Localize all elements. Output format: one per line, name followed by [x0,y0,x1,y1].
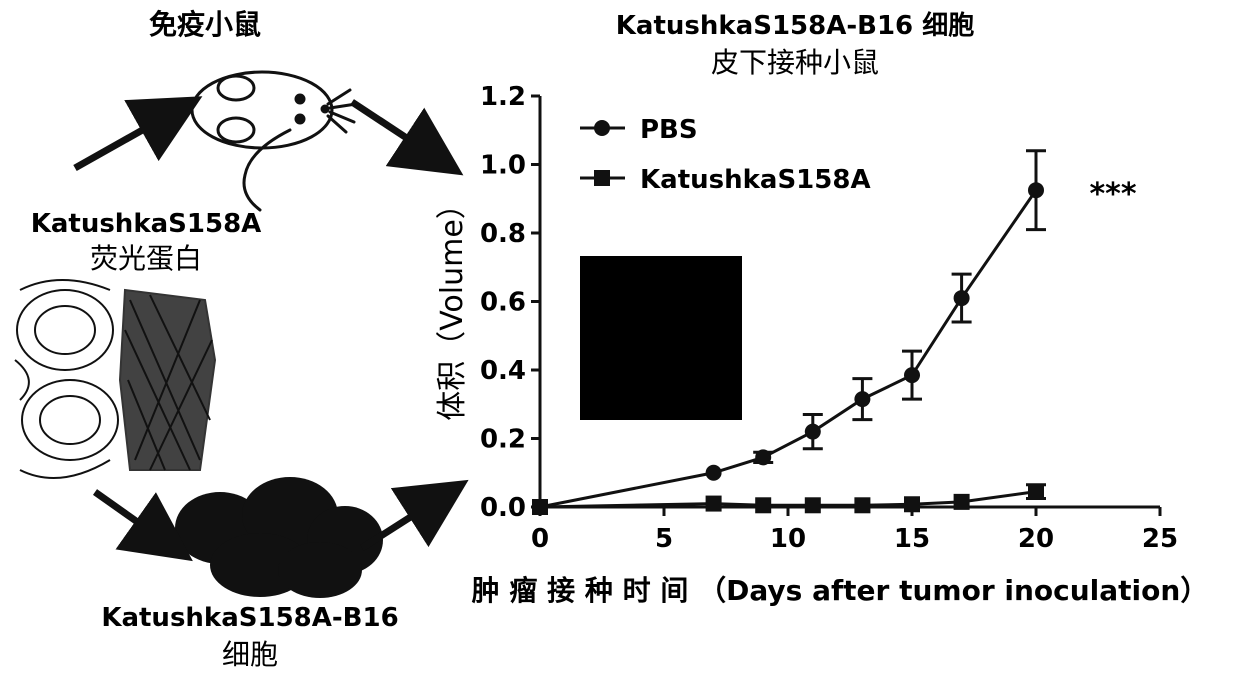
data-point-katushkas158a [954,494,970,510]
chart-title-line1: KatushkaS158A-B16 细胞 [616,10,974,41]
cell-cluster-icon [175,477,383,598]
data-point-katushkas158a [706,496,722,512]
arrow-protein-to-mouse [75,110,178,168]
data-point-pbs [854,391,870,407]
chart-title-line2: 皮下接种小鼠 [711,46,879,79]
chart: KatushkaS158A-B16 细胞 皮下接种小鼠 0.0 0.2 0.4 0.6… [435,10,1208,607]
data-point-pbs [755,449,771,465]
inset-image [580,256,742,420]
y-axis-label: 体积（Volume） [435,189,470,421]
data-point-katushkas158a [805,497,821,513]
x-tick-label: 15 [894,524,930,554]
x-axis-label: 肿 瘤 接 种 时 间 （Days after tumor inoculatio… [472,574,1209,607]
legend: PBS KatushkaS158A [580,115,871,195]
arrow-protein-to-cells [95,492,170,545]
y-tick-label: 0.2 [480,425,526,455]
x-tick-label: 20 [1018,524,1054,554]
y-tick-label: 0.8 [480,219,526,249]
arrow-mouse-to-chart [352,102,440,160]
data-point-katushkas158a [755,497,771,513]
y-tick-label: 1.0 [480,151,526,181]
data-point-pbs [904,367,920,383]
significance-label: *** [1089,177,1136,212]
protein-label-line2: 荧光蛋白 [90,242,202,275]
legend-label-katushka: KatushkaS158A [640,165,871,195]
y-tick-label: 0.0 [480,493,526,523]
data-point-pbs [805,424,821,440]
protein-label-line1: KatushkaS158A [31,209,262,239]
data-point-pbs [706,465,722,481]
legend-marker-pbs [594,120,610,136]
x-tick-label: 5 [655,524,673,554]
data-point-katushkas158a [1028,484,1044,500]
mouse-label: 免疫小鼠 [149,8,261,41]
x-tick-label: 25 [1142,524,1178,554]
cells-label-line1: KatushkaS158A-B16 [101,603,398,633]
data-point-katushkas158a [854,497,870,513]
mouse-icon [192,72,356,210]
y-tick-label: 0.6 [480,288,526,318]
data-point-pbs [954,290,970,306]
legend-marker-katushka [594,170,610,186]
x-tick-label: 10 [770,524,806,554]
y-tick-label: 1.2 [480,82,526,112]
x-tick-label: 0 [531,524,549,554]
data-point-pbs [1028,182,1044,198]
legend-label-pbs: PBS [640,115,698,145]
protein-structure-icon [15,280,215,478]
y-tick-label: 0.4 [480,356,526,386]
data-point-katushkas158a [904,496,920,512]
data-point-katushkas158a [532,499,548,515]
cells-label-line2: 细胞 [222,638,278,671]
